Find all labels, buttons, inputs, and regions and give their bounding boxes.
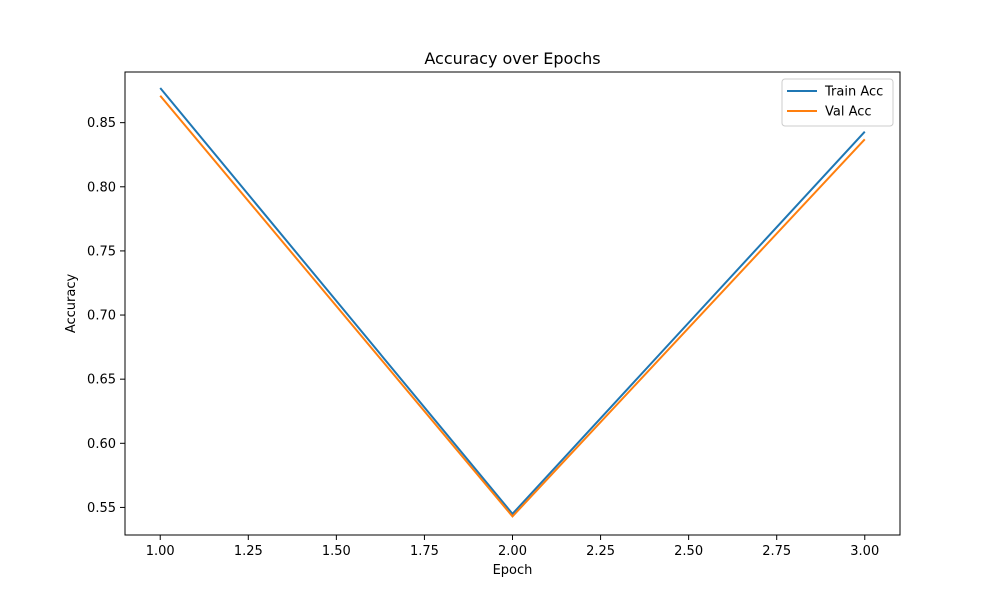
y-tick-label: 0.70 bbox=[87, 309, 116, 324]
y-axis-title: Accuracy bbox=[64, 274, 79, 334]
x-tick-label: 1.75 bbox=[410, 544, 439, 559]
legend-label-val-acc: Val Acc bbox=[825, 105, 872, 120]
y-tick-label: 0.75 bbox=[87, 244, 116, 259]
y-tick-label: 0.55 bbox=[87, 501, 116, 516]
x-tick-label: 2.50 bbox=[674, 544, 703, 559]
y-tick-label: 0.65 bbox=[87, 373, 116, 388]
legend-label-train-acc: Train Acc bbox=[824, 85, 883, 100]
y-tick-label: 0.85 bbox=[87, 116, 116, 131]
x-tick-label: 3.00 bbox=[850, 544, 879, 559]
x-tick-label: 2.00 bbox=[498, 544, 527, 559]
x-axis-title: Epoch bbox=[493, 563, 533, 578]
x-tick-label: 1.25 bbox=[234, 544, 263, 559]
x-tick-label: 2.25 bbox=[586, 544, 615, 559]
series-line-train-acc bbox=[159, 87, 866, 516]
series-line-val-acc bbox=[159, 95, 866, 518]
x-tick-label: 2.75 bbox=[762, 544, 791, 559]
y-tick-label: 0.80 bbox=[87, 180, 116, 195]
x-tick-label: 1.50 bbox=[322, 544, 351, 559]
y-tick-label: 0.60 bbox=[87, 437, 116, 452]
x-tick-label: 1.00 bbox=[146, 544, 175, 559]
chart-title: Accuracy over Epochs bbox=[424, 49, 600, 68]
plot-area bbox=[125, 72, 900, 535]
